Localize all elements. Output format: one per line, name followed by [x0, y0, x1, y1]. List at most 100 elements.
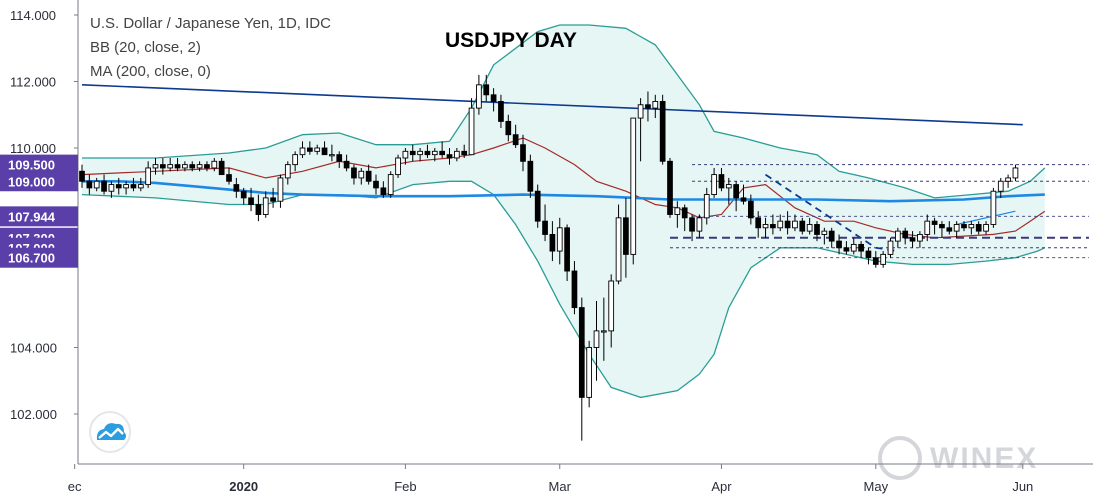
- candle: [277, 174, 284, 208]
- legend-bb[interactable]: BB (20, close, 2): [90, 39, 201, 56]
- y-tick-label: 109.000: [8, 174, 55, 189]
- x-tick-label: Apr: [711, 479, 732, 494]
- candle-body: [748, 200, 754, 219]
- candle-body: [821, 230, 828, 235]
- candle-body: [248, 197, 254, 205]
- ma200-line: [82, 180, 1045, 203]
- candle: [542, 204, 548, 242]
- candle-body: [387, 174, 394, 196]
- candle: [601, 297, 607, 361]
- legend-ma[interactable]: MA (200, close, 0): [90, 63, 211, 80]
- candle-body: [211, 160, 218, 169]
- candle-body: [196, 164, 203, 169]
- candle-body: [850, 243, 857, 252]
- y-tick-label: 114.000: [10, 8, 56, 23]
- candle-body: [542, 220, 548, 235]
- candle: [182, 161, 188, 172]
- candle-body: [527, 160, 534, 192]
- candle-body: [101, 180, 107, 192]
- candle: [189, 161, 196, 172]
- candle-body: [454, 150, 460, 159]
- candle-body: [174, 164, 181, 169]
- candle: [799, 217, 806, 235]
- candle: [490, 88, 497, 112]
- candle: [468, 98, 475, 156]
- candle-body: [718, 174, 725, 189]
- y-tick: 110.000: [10, 141, 78, 156]
- candle: [395, 154, 401, 178]
- candle: [336, 151, 343, 168]
- candle-body: [373, 180, 379, 189]
- candle-body: [946, 227, 953, 232]
- candle-body: [365, 170, 372, 182]
- candle: [417, 148, 423, 162]
- candle: [270, 187, 276, 208]
- candle: [233, 177, 240, 198]
- candle-body: [1005, 177, 1011, 182]
- candle-body: [277, 177, 284, 202]
- candle-body: [152, 164, 159, 169]
- candle-body: [417, 150, 423, 156]
- resistance-trendline: [81, 84, 1023, 126]
- candle-body: [270, 197, 276, 202]
- candle-body: [652, 100, 659, 109]
- candle: [115, 177, 122, 195]
- candle-body: [696, 217, 703, 232]
- candle: [975, 221, 982, 235]
- y-tick: 112.000: [10, 75, 78, 90]
- candle-body: [380, 187, 387, 195]
- candle: [770, 214, 776, 235]
- candle-body: [534, 190, 541, 222]
- x-tick-label: ec: [68, 479, 82, 494]
- candle-body: [843, 247, 850, 252]
- candle: [755, 211, 762, 238]
- candle-body: [167, 164, 174, 169]
- bb-fill: [82, 25, 1045, 398]
- candle: [564, 224, 570, 281]
- candle-body: [556, 227, 563, 252]
- candle: [1012, 164, 1019, 182]
- y-tick-label: 107.944: [8, 209, 56, 224]
- candle-body: [637, 104, 644, 119]
- y-tick: 102.000: [10, 407, 78, 422]
- y-tick-label: 102.000: [10, 407, 57, 422]
- candle: [343, 154, 350, 172]
- candle-body: [145, 167, 152, 186]
- candle: [152, 157, 159, 175]
- candle-body: [784, 220, 791, 229]
- candle: [498, 94, 504, 129]
- candle: [520, 134, 526, 172]
- candle-body: [733, 184, 740, 199]
- x-axis[interactable]: ec 2020 Feb Mar Apr May Jun: [68, 464, 1034, 494]
- candle: [858, 241, 864, 258]
- candle-body: [990, 190, 997, 225]
- candle: [997, 177, 1004, 198]
- candle: [895, 227, 901, 248]
- candle: [101, 174, 107, 195]
- candle: [387, 171, 394, 198]
- x-tick-label: May: [864, 479, 889, 494]
- candle-body: [630, 117, 637, 255]
- candle-body: [689, 217, 695, 232]
- candle: [961, 221, 967, 232]
- candle: [299, 141, 306, 158]
- candle: [909, 231, 916, 248]
- candle: [740, 184, 747, 205]
- tradingview-cloud-icon[interactable]: [89, 411, 131, 453]
- candle: [79, 164, 85, 188]
- candle-body: [792, 220, 798, 229]
- candle-body: [865, 250, 872, 259]
- legend-symbol: U.S. Dollar / Japanese Yen, 1D, IDC: [90, 15, 331, 32]
- y-tick-label: 104.000: [10, 341, 57, 356]
- candle-body: [725, 184, 732, 189]
- candle-body: [226, 174, 232, 182]
- watermark-logo-icon: [878, 436, 922, 480]
- candle: [218, 157, 225, 176]
- candle-body: [292, 154, 299, 166]
- candle-body: [659, 100, 666, 162]
- candle-body: [490, 94, 497, 102]
- candle: [365, 164, 372, 185]
- candle: [696, 214, 703, 238]
